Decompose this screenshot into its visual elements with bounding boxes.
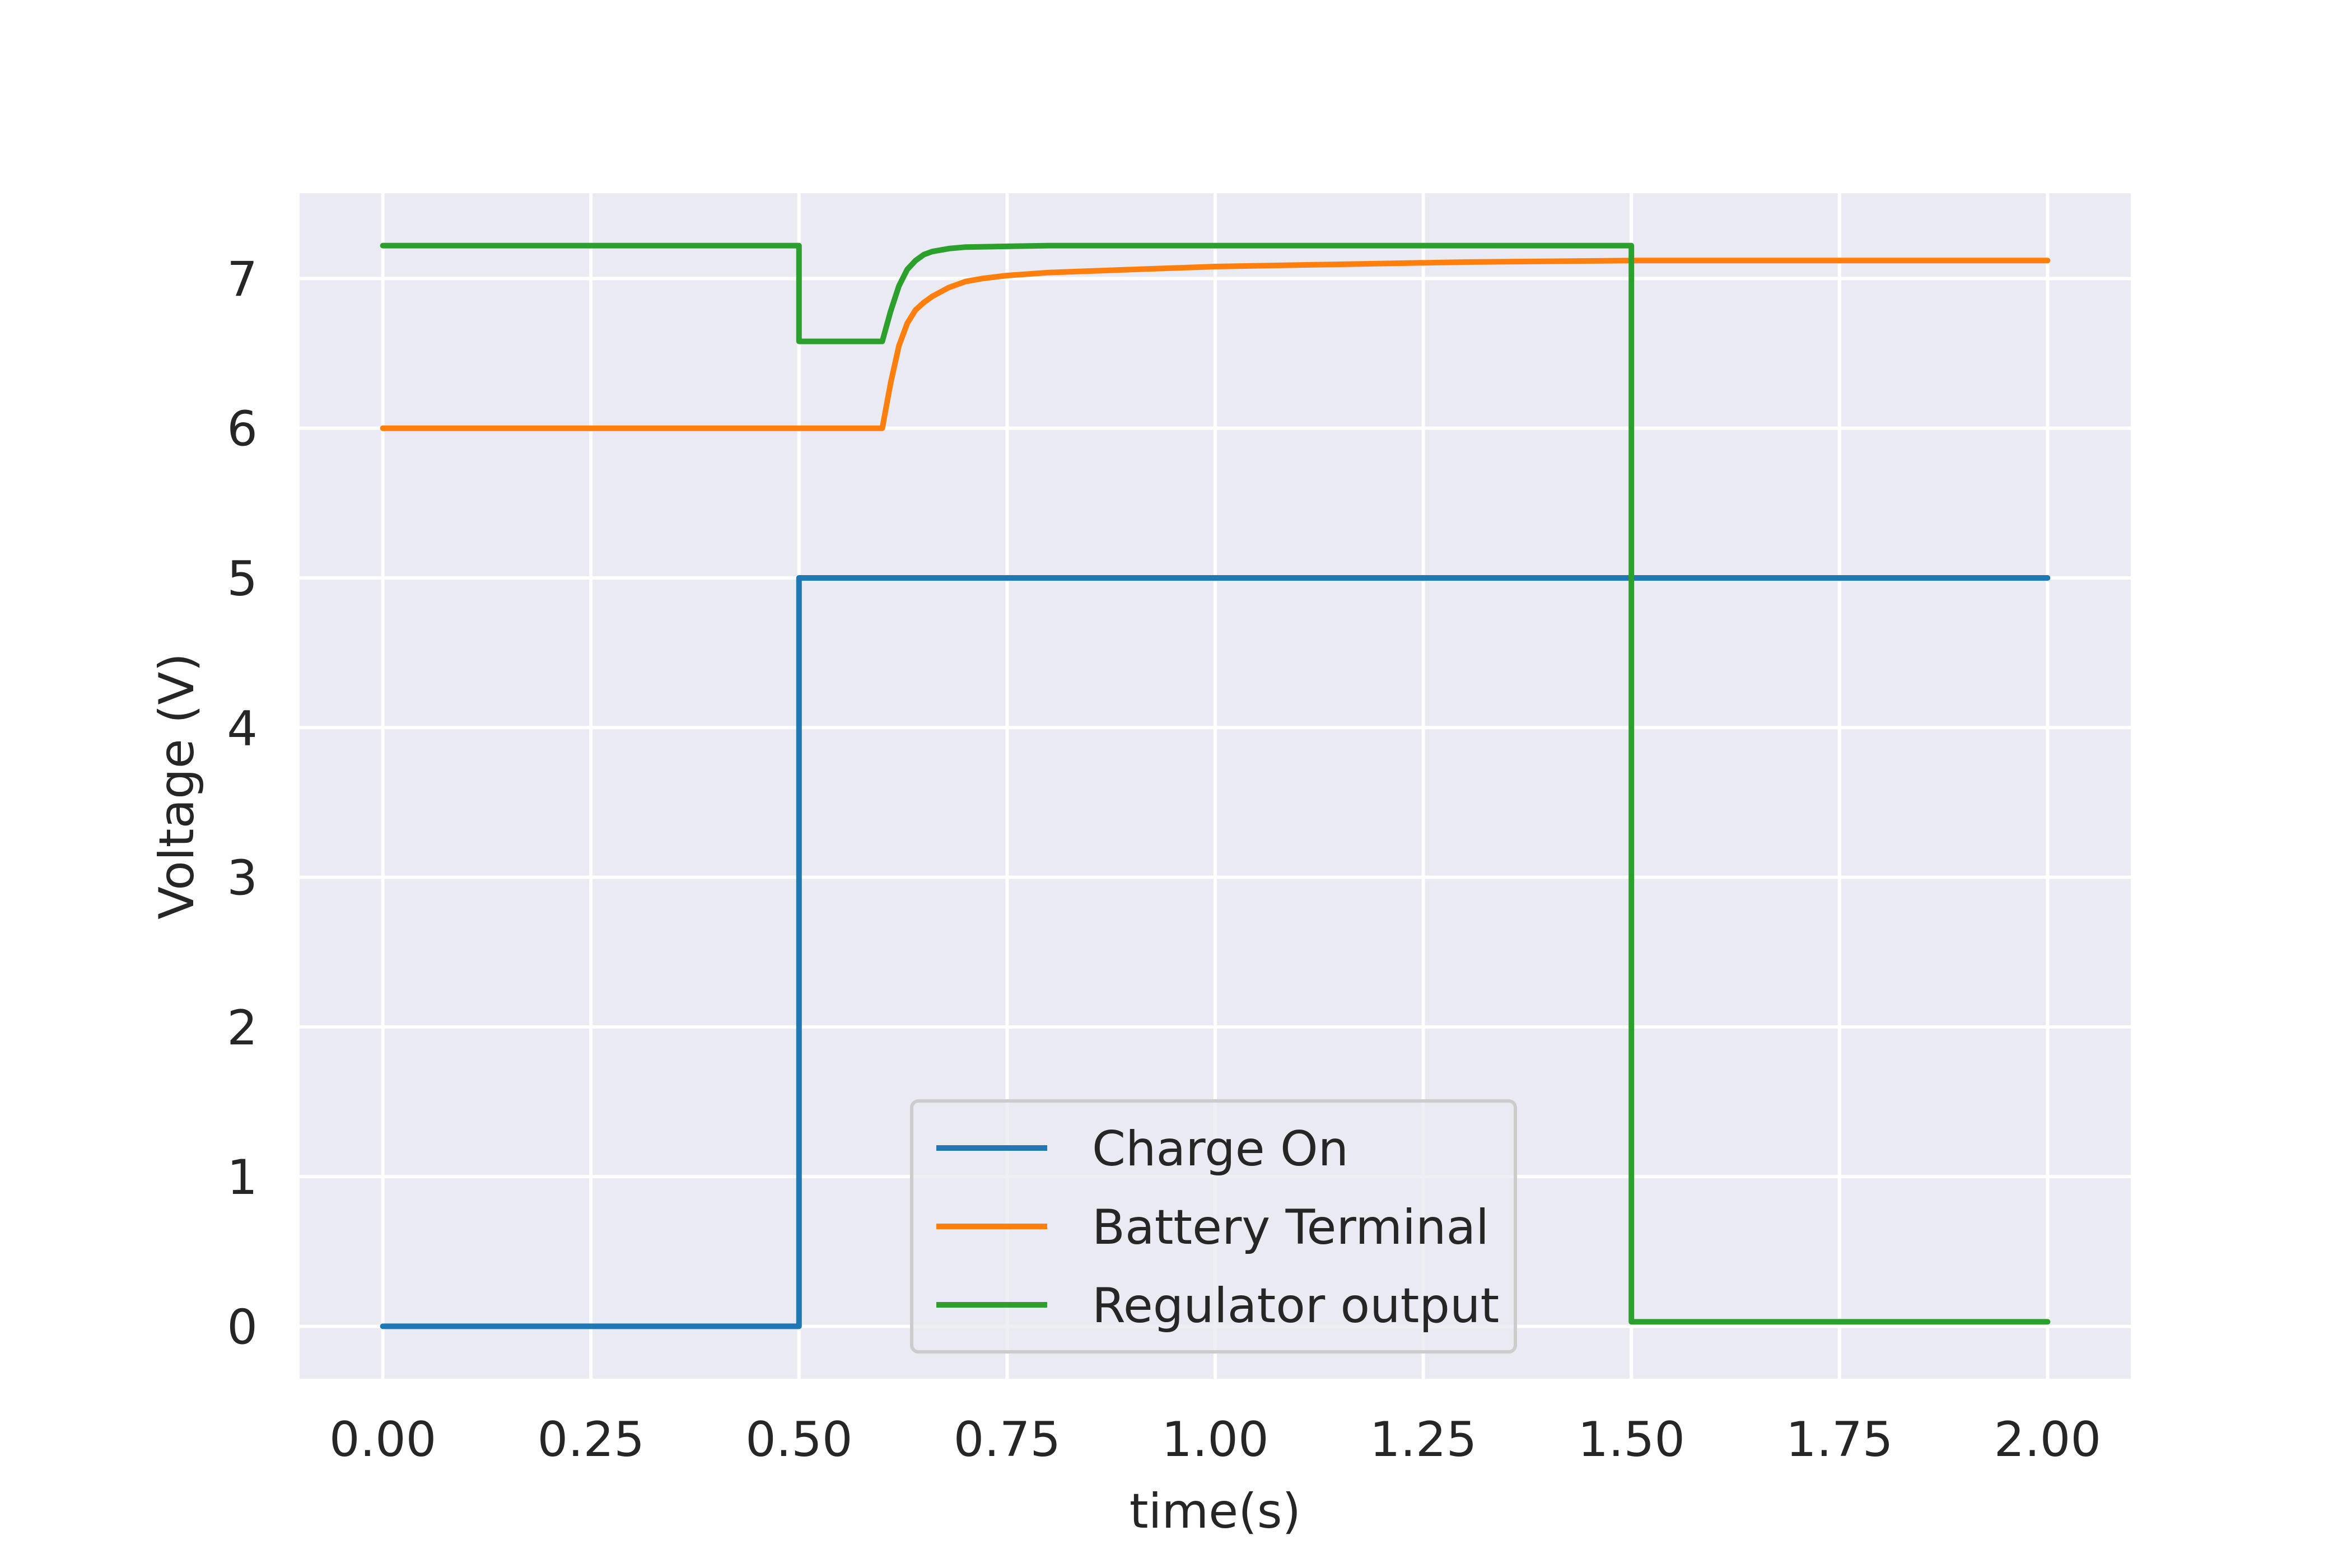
legend: Charge On Battery Terminal Regulator outpu… [910,1099,1517,1354]
series-line-2 [380,242,2051,1325]
x-tick-label: 1.75 [1786,1412,1893,1468]
x-tick-label: 0.50 [745,1412,852,1468]
y-axis-label: Voltage (V) [149,653,205,920]
y-tick-label: 0 [227,1299,258,1355]
y-tick-label: 3 [227,851,258,907]
y-tick-label: 4 [227,701,258,757]
legend-box [910,1099,1517,1354]
legend-label: Regulator output [1092,1278,1499,1334]
series-lines [380,242,2051,1329]
x-tick-label: 1.25 [1370,1412,1477,1468]
y-tick-label: 7 [227,251,258,307]
x-tick-labels: 0.00 0.25 0.50 0.75 1.00 1.25 1.50 1.75 2.00 [329,1412,2101,1468]
y-tick-label: 5 [227,551,258,607]
series-line-1 [380,258,2051,431]
series-line-0 [380,575,2051,1329]
legend-label: Battery Terminal [1092,1200,1489,1256]
x-tick-label: 1.50 [1578,1412,1684,1468]
legend-label: Charge On [1092,1121,1348,1177]
x-tick-label: 0.25 [537,1412,644,1468]
y-tick-labels: 0 1 2 3 4 5 6 7 [227,251,258,1355]
x-tick-label: 1.00 [1161,1412,1268,1468]
y-tick-label: 2 [227,1000,258,1056]
x-tick-label: 0.75 [954,1412,1061,1468]
x-tick-label: 2.00 [1994,1412,2101,1468]
y-tick-label: 6 [227,402,258,458]
y-tick-label: 1 [227,1150,258,1206]
x-tick-label: 0.00 [329,1412,436,1468]
x-axis-label: time(s) [1130,1483,1301,1539]
